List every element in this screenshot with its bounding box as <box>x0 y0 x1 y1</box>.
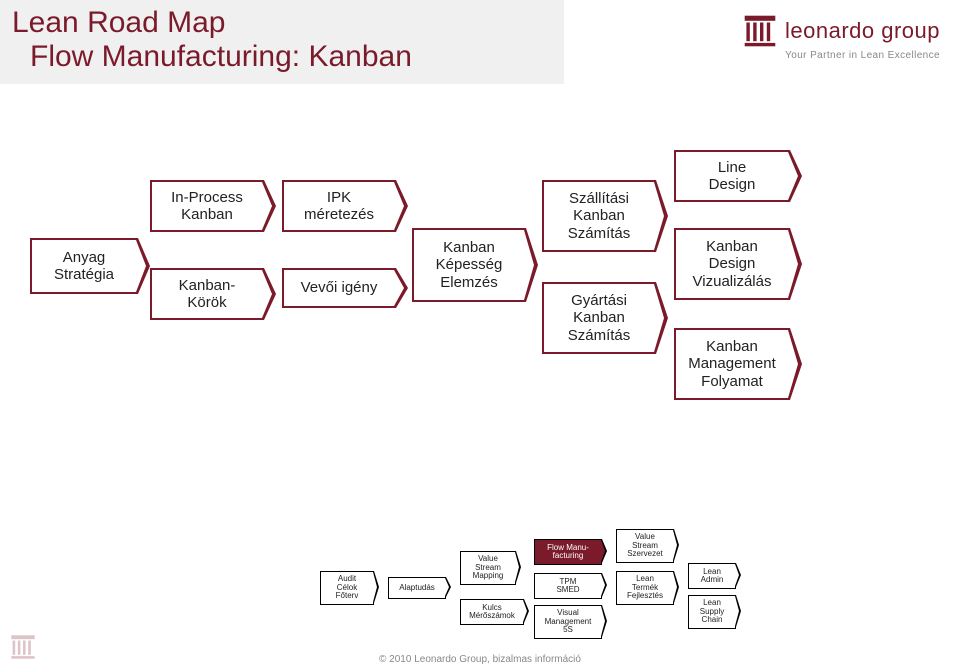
pillar-icon <box>743 14 777 48</box>
flow-node-linedesign: LineDesign <box>674 150 790 202</box>
flow-node-korok: Kanban-Körök <box>150 268 264 320</box>
mini-node-admin: LeanAdmin <box>688 563 736 589</box>
flow-node-ipk: IPKméretezés <box>282 180 396 232</box>
flow-node-inprocess: In-ProcessKanban <box>150 180 264 232</box>
flow-node-anyag: AnyagStratégia <box>30 238 138 294</box>
logo-text: leonardo group <box>785 18 940 44</box>
main-flow-diagram: AnyagStratégiaIn-ProcessKanban Kanban-Kör… <box>20 150 940 410</box>
flow-node-kmgmt: KanbanManagementFolyamat <box>674 328 790 400</box>
mini-node-kulcs: KulcsMérőszámok <box>460 599 524 625</box>
flow-node-kepesseg: KanbanKépességElemzés <box>412 228 526 302</box>
flow-node-szallitasi: SzállításiKanbanSzámítás <box>542 180 656 252</box>
mini-node-vsm: ValueStreamMapping <box>460 551 516 585</box>
mini-node-vsorg: ValueStreamSzervezet <box>616 529 674 563</box>
mini-node-audit: AuditCélokFőterv <box>320 571 374 605</box>
mini-node-alap: Alaptudás <box>388 577 446 599</box>
mini-node-flow: Flow Manu-facturing <box>534 539 602 565</box>
page: { "title": { "line1": "Lean Road Map", "… <box>0 0 960 667</box>
page-title-line1: Lean Road Map <box>12 6 552 40</box>
flow-node-vevoi: Vevői igény <box>282 268 396 308</box>
mini-node-supply: LeanSupplyChain <box>688 595 736 629</box>
mini-node-visual: VisualManagement5S <box>534 605 602 639</box>
flow-node-gyartasi: GyártásiKanbanSzámítás <box>542 282 656 354</box>
title-block: Lean Road Map Flow Manufacturing: Kanban <box>0 0 564 84</box>
mini-node-tpm: TPMSMED <box>534 573 602 599</box>
footer-text: © 2010 Leonardo Group, bizalmas informác… <box>0 654 960 665</box>
logo-tagline: Your Partner in Lean Excellence <box>743 50 940 61</box>
page-title-line2: Flow Manufacturing: Kanban <box>30 40 552 74</box>
mini-node-lean: LeanTermékFejlesztés <box>616 571 674 605</box>
logo-area: leonardo group Your Partner in Lean Exce… <box>743 14 940 61</box>
flow-node-kdesign: KanbanDesignVizualizálás <box>674 228 790 300</box>
mini-roadmap-diagram: AuditCélokFőterv Alaptudás ValueStreamMapp… <box>300 521 950 641</box>
